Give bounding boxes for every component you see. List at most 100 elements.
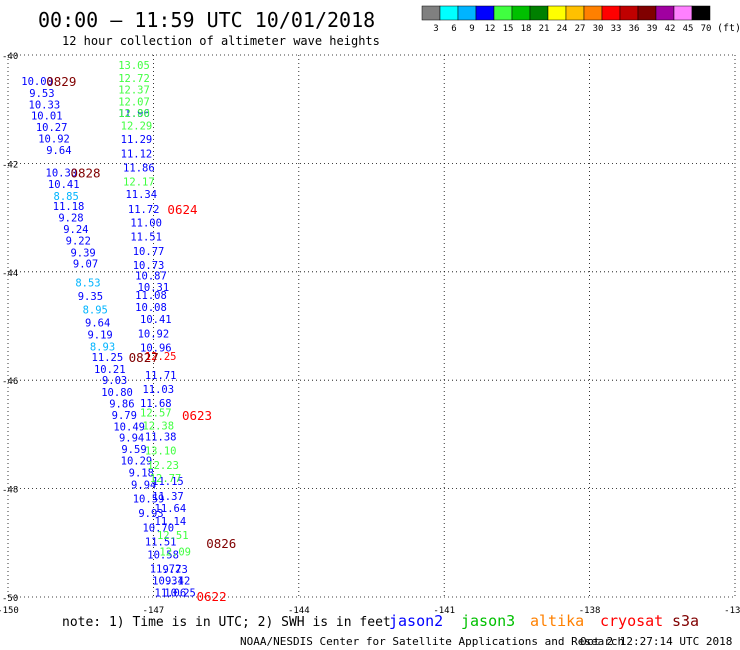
colorbar-label: 70 <box>701 24 712 34</box>
wave-height-point: 9.93 <box>138 508 163 520</box>
colorbar-label: 6 <box>451 24 456 34</box>
wave-height-point: 12.25 <box>145 351 177 363</box>
wave-height-point: 9.03 <box>102 375 127 387</box>
wave-height-point: 10.59 <box>133 493 165 505</box>
x-tick-label: -141 <box>433 606 455 616</box>
x-tick-label: -138 <box>579 606 601 616</box>
wave-height-point: 10.33 <box>29 99 61 111</box>
colorbar-swatch <box>421 5 441 21</box>
wave-height-point: 11.29 <box>121 134 153 146</box>
wave-height-point: 10.96 <box>140 343 172 355</box>
wave-height-point: 11.51 <box>145 537 177 549</box>
wave-height-point: 12.72 <box>118 73 150 85</box>
colorbar-label: 9 <box>469 24 474 34</box>
wave-height-point: 9.94 <box>119 433 144 445</box>
wave-height-point: 9.24 <box>63 224 88 236</box>
colorbar-label: 27 <box>575 24 586 34</box>
colorbar-swatch <box>475 5 495 21</box>
wave-height-point: 10.77 <box>133 246 165 258</box>
colorbar-swatch <box>547 5 567 21</box>
wave-height-point: 10.73 <box>133 260 165 272</box>
note-text: note: 1) Time is in UTC; 2) SWH is in fe… <box>62 615 391 630</box>
colorbar-label: 45 <box>683 24 694 34</box>
colorbar-swatch <box>439 5 459 21</box>
footer-timestamp: Oct 2 12:27:14 UTC 2018 <box>580 635 732 648</box>
wave-height-point: 11.64 <box>155 503 187 515</box>
wave-height-point: 11.14 <box>155 516 187 528</box>
wave-height-point: 12.57 <box>140 408 172 420</box>
wave-height-point: 12.80 <box>118 108 150 120</box>
wave-height-point: 10.01 <box>31 111 63 123</box>
colorbar-swatch <box>457 5 477 21</box>
colorbar-label: 12 <box>485 24 496 34</box>
colorbar-swatch <box>691 5 711 21</box>
wave-height-point: 9.59 <box>121 444 146 456</box>
wave-height-point: 9.28 <box>58 213 83 225</box>
colorbar-swatch <box>511 5 531 21</box>
x-tick-label: -135 <box>724 606 740 616</box>
track-time-label: 0827 <box>129 350 159 365</box>
wave-height-point: 9.94 <box>131 479 156 491</box>
wave-height-point: 12.23 <box>147 460 179 472</box>
wave-height-point: 10.29 <box>121 455 153 467</box>
legend-jason2: jason2 <box>389 612 443 630</box>
chart-subtitle: 12 hour collection of altimeter wave hei… <box>62 34 380 48</box>
wave-height-point: 8.95 <box>83 305 108 317</box>
wave-height-point: 10.27 <box>36 122 68 134</box>
wave-height-point: 11.86 <box>123 163 155 175</box>
wave-height-point: 9.79 <box>112 410 137 422</box>
colorbar-label: 42 <box>665 24 676 34</box>
wave-height-point: 9.07 <box>73 259 98 271</box>
colorbar: 3 6 9 12 15 18 21 24 27 30 33 36 39 42 45 70 <box>421 5 712 34</box>
wave-height-point: 9.35 <box>78 291 103 303</box>
wave-height-point: 11.72 <box>128 204 160 216</box>
wave-height-point: 10.25 <box>164 588 196 600</box>
wave-height-point: 10.70 <box>142 523 174 535</box>
wave-height-point: 9.86 <box>109 399 134 411</box>
wave-height-point: 13.10 <box>145 446 177 458</box>
x-tick-label: -147 <box>143 606 165 616</box>
wave-height-point: 11.25 <box>92 352 124 364</box>
wave-height-point: 10.30 <box>46 168 78 180</box>
colorbar-swatch <box>601 5 621 21</box>
wave-height-point: 10.31 <box>138 282 170 294</box>
colorbar-swatch <box>619 5 639 21</box>
wave-height-point: 11.68 <box>140 398 172 410</box>
colorbar-label: 33 <box>611 24 622 34</box>
wave-height-point: 10.21 <box>94 364 126 376</box>
x-tick-label: -150 <box>0 606 19 616</box>
track-time-label: 0826 <box>206 536 236 551</box>
wave-height-point: 12.07 <box>118 97 150 109</box>
wave-height-point: 10.49 <box>113 421 145 433</box>
wave-height-point: 11.34 <box>125 189 157 201</box>
wave-height-point: 11.38 <box>145 432 177 444</box>
wave-height-point: 11.71 <box>145 370 177 382</box>
wave-height-point: 10.87 <box>135 271 167 283</box>
wave-height-point: 10.00 <box>21 76 53 88</box>
y-tick-label: -42 <box>2 160 18 170</box>
wave-height-point: 11.37 <box>152 491 184 503</box>
wave-height-point: 8.53 <box>75 278 100 290</box>
colorbar-label: 36 <box>629 24 640 34</box>
colorbar-swatch <box>565 5 585 21</box>
wave-height-point: 11.00 <box>130 217 162 229</box>
colorbar-label: 3 <box>433 24 438 34</box>
colorbar-label: 18 <box>521 24 532 34</box>
wave-height-point: 12.77 <box>150 473 182 485</box>
wave-height-point: 11.96 <box>118 108 150 120</box>
track-time-label: 0622 <box>197 589 227 604</box>
wave-height-point: 11.08 <box>135 290 167 302</box>
colorbar-swatch <box>493 5 513 21</box>
y-tick-label: -50 <box>2 594 18 604</box>
satellite-legend: jason2 jason3 altika cryosat s3a <box>389 612 699 630</box>
wave-height-point: 11.15 <box>152 476 184 488</box>
wave-height-point: 9.22 <box>66 235 91 247</box>
track-time-label: 0829 <box>46 74 76 89</box>
wave-height-point: 10.92 <box>138 329 170 341</box>
wave-height-point: 12.38 <box>142 421 174 433</box>
wave-height-point: 9.42 <box>165 576 190 588</box>
colorbar-label: 30 <box>593 24 604 34</box>
colorbar-label: 21 <box>539 24 550 34</box>
wave-height-point: 10.08 <box>135 302 167 314</box>
